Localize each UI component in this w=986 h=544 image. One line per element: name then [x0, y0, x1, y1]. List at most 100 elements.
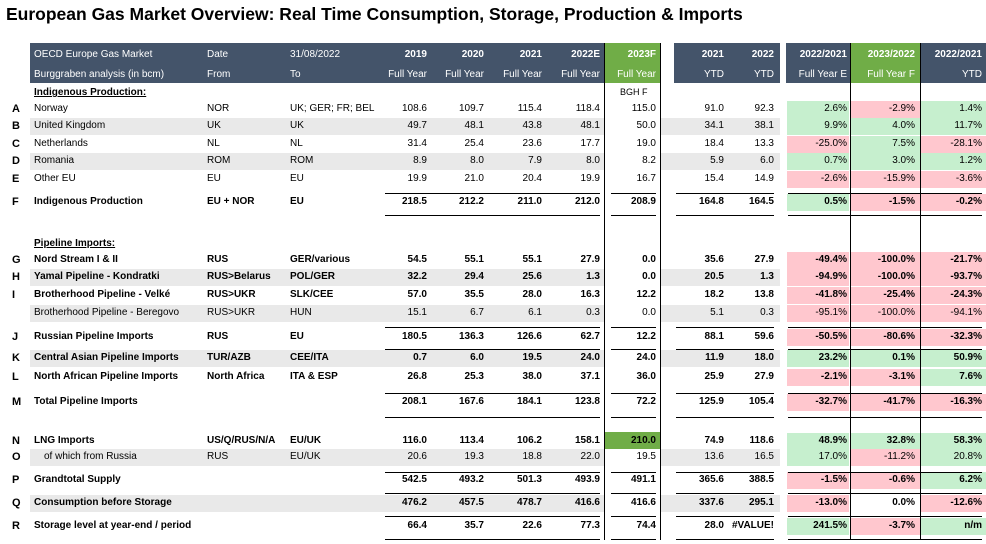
value-y2022: 62.7	[580, 331, 600, 342]
row-letter: D	[12, 155, 20, 167]
total-line	[385, 349, 600, 350]
row-bg	[661, 495, 780, 512]
value-ytd22: 92.3	[754, 103, 774, 114]
row-name: Consumption before Storage	[34, 497, 172, 508]
value-y2022: 158.1	[574, 435, 600, 446]
header-row2-5: Full Year	[503, 69, 542, 80]
row-from: EU	[207, 173, 221, 184]
pct-p2: -80.6%	[883, 331, 915, 342]
pct-bg	[787, 495, 849, 512]
row-letter: G	[12, 254, 21, 266]
pct-bg	[787, 329, 849, 346]
row-bg	[661, 449, 780, 466]
row-name: Grandtotal Supply	[34, 474, 121, 485]
value-y2022: 27.9	[580, 254, 600, 265]
value-ytd21: 164.8	[698, 196, 724, 207]
value-y2020: 29.4	[464, 271, 484, 282]
value-y2020: 167.6	[458, 396, 484, 407]
row-letter: K	[12, 352, 20, 364]
value-y2020: 35.5	[464, 289, 484, 300]
row-to: EU/UK	[290, 451, 321, 462]
header-row2-9: YTD	[754, 69, 774, 80]
lng-forecast-highlight	[605, 432, 660, 449]
row-to: UK; GER; FR; BEL	[290, 103, 375, 114]
pct-p1: 23.2%	[818, 352, 847, 363]
pct-p3: n/m	[964, 520, 982, 531]
row-from: North Africa	[207, 371, 265, 382]
row-from: UK	[207, 120, 221, 131]
pct-bg	[851, 305, 920, 322]
pct-bg	[921, 305, 986, 322]
total-line	[385, 193, 600, 194]
value-y2021: 6.1	[528, 307, 542, 318]
row-from: NL	[207, 138, 220, 149]
value-y2022: 0.3	[586, 307, 600, 318]
value-y2021: 106.2	[516, 435, 542, 446]
pct-bg	[851, 350, 920, 367]
header-row2-4: Full Year	[445, 69, 484, 80]
value-y2019: 476.2	[401, 497, 427, 508]
header-row1-9: 2022	[751, 49, 774, 60]
row-from: RUS>UKR	[207, 307, 256, 318]
total-line	[611, 516, 656, 517]
row-to: SLK/CEE	[290, 289, 334, 300]
pct-p2: -25.4%	[883, 289, 915, 300]
value-y2021: 126.6	[516, 331, 542, 342]
pct-bg	[921, 287, 986, 304]
total-line	[676, 417, 774, 418]
total-line	[385, 215, 600, 216]
total-line	[611, 349, 656, 350]
pct-bg	[851, 101, 920, 118]
row-letter: P	[12, 474, 20, 486]
value-y2019: 57.0	[407, 289, 427, 300]
value-y2021: 18.8	[522, 451, 542, 462]
pct-p2: -100.0%	[877, 271, 915, 282]
total-line	[611, 215, 656, 216]
value-y2023: 74.4	[636, 520, 656, 531]
value-y2019: 66.4	[407, 520, 427, 531]
total-line	[611, 493, 656, 494]
row-name: Russian Pipeline Imports	[34, 331, 154, 342]
value-y2019: 542.5	[401, 474, 427, 485]
row-from: ROM	[207, 155, 231, 166]
value-y2020: 6.7	[470, 307, 484, 318]
value-y2021: 211.0	[517, 196, 542, 207]
pct-bg	[787, 287, 849, 304]
pct-p2: 0.0%	[892, 497, 915, 508]
pct-bg	[851, 269, 920, 286]
value-y2023: 12.2	[636, 289, 656, 300]
total-line	[676, 493, 774, 494]
pct-bg	[787, 136, 849, 153]
pct-bg	[851, 153, 920, 170]
value-y2023: 208.9	[630, 196, 656, 207]
row-letter: C	[12, 138, 20, 150]
pct-bg	[851, 329, 920, 346]
row-to: UK	[290, 120, 304, 131]
pct-p2: 4.0%	[892, 120, 915, 131]
pct-p1: -32.7%	[815, 396, 847, 407]
value-y2022: 123.8	[574, 396, 600, 407]
total-line	[788, 349, 982, 350]
pct-p1: -2.6%	[820, 173, 847, 184]
value-y2023: 416.6	[630, 497, 656, 508]
value-y2020: 35.7	[464, 520, 484, 531]
total-line	[788, 327, 982, 328]
row-letter: J	[12, 331, 19, 343]
value-ytd21: 125.9	[698, 396, 724, 407]
value-y2022: 22.0	[580, 451, 600, 462]
value-y2021: 25.6	[522, 271, 542, 282]
total-line	[788, 539, 982, 540]
row-from: RUS	[207, 451, 229, 462]
pct-p1: 0.5%	[824, 196, 847, 207]
value-y2023: 72.2	[636, 396, 656, 407]
value-ytd22: 16.5	[754, 451, 774, 462]
row-from: NOR	[207, 103, 230, 114]
total-line	[611, 327, 656, 328]
pct-p2: -3.7%	[888, 520, 915, 531]
value-y2023: 19.0	[636, 138, 656, 149]
row-letter: N	[12, 435, 20, 447]
pct-p1: -41.8%	[815, 289, 847, 300]
value-y2021: 184.1	[516, 396, 542, 407]
pct-p2: -100.0%	[877, 254, 915, 265]
row-from: RUS>UKR	[207, 289, 256, 300]
